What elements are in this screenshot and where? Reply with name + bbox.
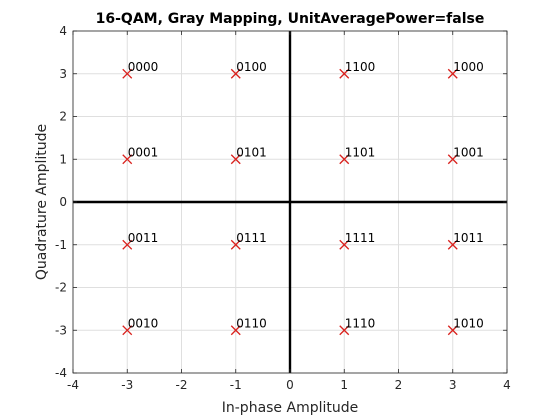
constellation-point: 0001: [122, 145, 159, 165]
x-marker-stroke: [122, 68, 133, 79]
point-label: 0100: [236, 60, 267, 74]
x-marker-stroke: [230, 68, 241, 79]
x-tick-label: 1: [340, 378, 348, 392]
x-marker-stroke: [339, 154, 350, 165]
x-tick-label: 0: [286, 378, 294, 392]
x-tick-label: 4: [503, 378, 511, 392]
constellation-point: 1110: [339, 316, 376, 336]
x-marker-stroke: [447, 154, 458, 165]
point-label: 0110: [236, 316, 267, 330]
constellation-point: 0110: [230, 316, 267, 336]
constellation-points: 0000 0100 1100 1000 0001 0101 1101 1001 0011 0111…: [122, 60, 484, 336]
constellation-point: 0111: [230, 231, 267, 250]
point-label: 1010: [453, 316, 484, 330]
x-marker-stroke: [339, 68, 350, 79]
chart-title: 16-QAM, Gray Mapping, UnitAveragePower=f…: [96, 11, 485, 27]
constellation-point: 1000: [447, 60, 484, 79]
point-label: 1110: [345, 316, 376, 330]
point-label: 1000: [453, 60, 484, 74]
x-tick-label: -1: [230, 378, 242, 392]
x-marker-stroke: [122, 239, 133, 250]
point-label: 0111: [236, 231, 267, 245]
x-marker-stroke: [122, 154, 133, 165]
y-tick-label: 3: [59, 67, 67, 81]
y-tick-label: 0: [59, 195, 67, 209]
constellation-point: 1100: [339, 60, 376, 79]
x-marker-stroke: [339, 325, 350, 336]
x-tick-label: 3: [449, 378, 457, 392]
constellation-point: 0101: [230, 145, 267, 165]
x-marker-stroke: [230, 154, 241, 165]
point-label: 1001: [453, 145, 484, 159]
point-label: 0010: [128, 316, 159, 330]
point-label: 0101: [236, 145, 267, 159]
point-label: 1101: [345, 145, 376, 159]
constellation-point: 0000: [122, 60, 159, 79]
x-axis-label: In-phase Amplitude: [222, 400, 359, 416]
y-tick-label: -2: [55, 281, 67, 295]
point-label: 0000: [128, 60, 159, 74]
constellation-point: 1111: [339, 231, 376, 250]
point-label: 1011: [453, 231, 484, 245]
x-marker-stroke: [230, 239, 241, 250]
y-axis-label: Quadrature Amplitude: [34, 124, 50, 280]
x-marker-stroke: [230, 325, 241, 336]
x-tick-label: -4: [67, 378, 79, 392]
x-tick-label: -2: [176, 378, 188, 392]
x-tick-label: 2: [395, 378, 403, 392]
x-marker-stroke: [447, 68, 458, 79]
constellation-point: 1010: [447, 316, 484, 336]
point-label: 0001: [128, 145, 159, 159]
x-marker-stroke: [339, 239, 350, 250]
reference-lines: [73, 31, 507, 373]
point-label: 1111: [345, 231, 376, 245]
constellation-point: 0100: [230, 60, 267, 79]
y-tick-label: 2: [59, 110, 67, 124]
x-tick-label: -3: [121, 378, 133, 392]
constellation-point: 1011: [447, 231, 484, 250]
y-tick-label: 1: [59, 152, 67, 166]
constellation-point: 1101: [339, 145, 376, 165]
x-marker-stroke: [447, 325, 458, 336]
constellation-point: 1001: [447, 145, 484, 165]
y-tick-label: -1: [55, 238, 67, 252]
point-label: 1100: [345, 60, 376, 74]
x-marker-stroke: [447, 239, 458, 250]
constellation-point: 0011: [122, 231, 159, 250]
y-tick-label: -3: [55, 323, 67, 337]
axis-ticks: -4 -3 -2 -1 0 1 2 3 4 -4 -3 -2 -1 0 1 2 3 4: [55, 24, 511, 392]
x-marker-stroke: [122, 325, 133, 336]
constellation-point: 0010: [122, 316, 159, 336]
y-tick-label: -4: [55, 366, 67, 380]
point-label: 0011: [128, 231, 159, 245]
y-tick-label: 4: [59, 24, 67, 38]
